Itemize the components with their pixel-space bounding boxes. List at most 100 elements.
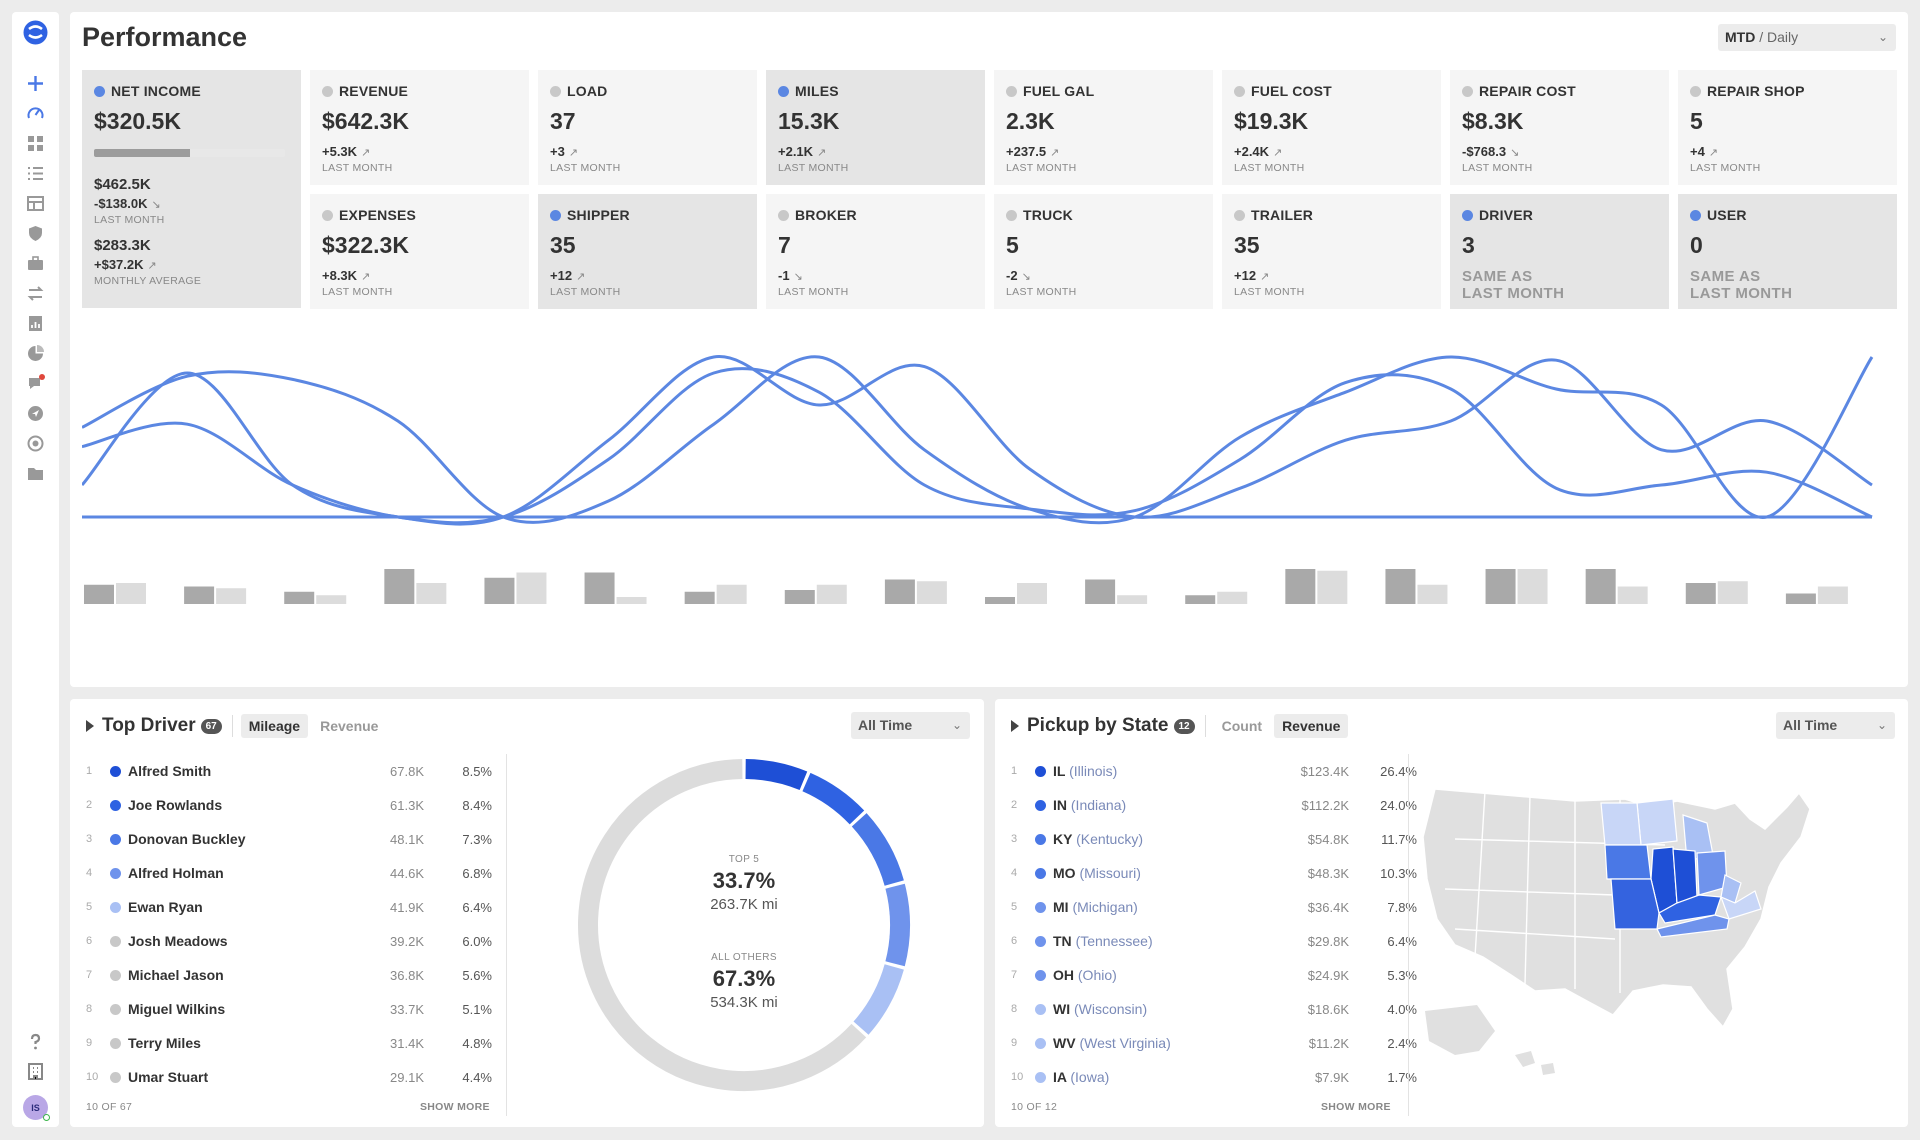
list-item[interactable]: 4 Alfred Holman 44.6K 6.8% [86,856,492,890]
bar [216,588,247,604]
tab-mileage[interactable]: Mileage [240,714,309,738]
briefcase-icon[interactable] [26,254,45,273]
kpi-card-revenue[interactable]: REVENUE $642.3K +5.3K ↗ LAST MONTH [310,70,529,185]
list-item[interactable]: 7 Michael Jason 36.8K 5.6% [86,958,492,992]
send-icon[interactable] [26,404,45,423]
kpi-card-miles[interactable]: MILES 15.3K +2.1K ↗ LAST MONTH [766,70,985,185]
bar [1817,586,1848,604]
state-code: IN [1053,797,1067,813]
donut-top-percent: 33.7% [712,868,776,893]
list-item[interactable]: 1 IL (Illinois) $123.4K 26.4% [1011,754,1417,788]
kpi-card-load[interactable]: LOAD 37 +3 ↗ LAST MONTH [538,70,757,185]
add-icon[interactable] [26,74,45,93]
trend-down-icon: ↘ [1510,147,1520,159]
show-more-link[interactable]: SHOW MORE [1321,1101,1391,1113]
table-icon[interactable] [26,194,45,213]
list-item[interactable]: 1 Alfred Smith 67.8K 8.5% [86,754,492,788]
row-value: 61.3K [390,797,424,813]
kpi-card-fuel-cost[interactable]: FUEL COST $19.3K +2.4K ↗ LAST MONTH [1222,70,1441,185]
list-item[interactable]: 2 IN (Indiana) $112.2K 24.0% [1011,788,1417,822]
avatar[interactable]: IS [23,1095,50,1121]
kpi-indicator-dot [94,85,105,97]
state-virginia [1719,890,1762,920]
chevron-down-icon: ⌄ [1877,30,1888,44]
kpi-sub-label: LAST MONTH [1234,286,1305,298]
list-item[interactable]: 6 Josh Meadows 39.2K 6.0% [86,924,492,958]
shield-icon[interactable] [26,224,45,243]
time-filter-select[interactable]: All Time ⌄ [851,712,970,739]
kpi-last-month: LAST MONTH [1690,285,1793,302]
time-filter-value: All Time [1783,717,1838,733]
kpi-card-net-income[interactable]: NET INCOME $320.5K $462.5K -$138.0K ↘ LAS… [82,70,301,308]
list-item[interactable]: 7 OH (Ohio) $24.9K 5.3% [1011,958,1417,992]
kpi-delta: +12 [1234,268,1257,283]
kpi-card-fuel-gal[interactable]: FUEL GAL 2.3K +237.5 ↗ LAST MONTH [994,70,1213,185]
last-month-delta: -$138.0K [94,196,148,211]
kpi-card-repair-cost[interactable]: REPAIR COST $8.3K -$768.3 ↘ LAST MONTH [1450,70,1669,185]
row-percent: 6.4% [1387,933,1417,949]
report-icon[interactable] [26,314,45,333]
rank-number: 4 [86,867,93,879]
tab-revenue[interactable]: Revenue [1274,714,1349,738]
kpi-sub-label: LAST MONTH [778,162,849,174]
list-item[interactable]: 10 IA (Iowa) $7.9K 1.7% [1011,1060,1417,1094]
kpi-indicator-dot [1234,85,1245,97]
donut-slice-5 [853,964,904,1035]
row-value: $29.8K [1307,933,1349,949]
state-name: OH (Ohio) [1053,967,1279,983]
state-wisconsin [1636,798,1678,846]
tab-revenue[interactable]: Revenue [320,718,379,734]
kpi-card-shipper[interactable]: SHIPPER 35 +12 ↗ LAST MONTH [538,194,757,309]
chat-icon[interactable] [26,374,45,393]
list-item[interactable]: 2 Joe Rowlands 61.3K 8.4% [86,788,492,822]
tab-count[interactable]: Count [1221,718,1263,734]
driver-name: Umar Stuart [128,1069,209,1085]
grid-icon[interactable] [26,134,45,153]
state-indiana [1672,848,1698,904]
range-select[interactable]: MTD / Daily ⌄ [1718,24,1896,51]
bar [616,597,647,604]
dashboard-icon[interactable] [26,104,45,123]
folder-icon[interactable] [26,464,45,483]
list-item[interactable]: 9 Terry Miles 31.4K 4.8% [86,1026,492,1060]
kpi-card-user[interactable]: USER 0 SAME AS LAST MONTH [1678,194,1897,309]
state-code: IA [1053,1069,1067,1085]
kpi-card-expenses[interactable]: EXPENSES $322.3K +8.3K ↗ LAST MONTH [310,194,529,309]
list-item[interactable]: 5 Ewan Ryan 41.9K 6.4% [86,890,492,924]
list-item[interactable]: 8 WI (Wisconsin) $18.6K 4.0% [1011,992,1417,1026]
pickup-by-state-panel: Pickup by State 12 Count Revenue All Tim… [995,699,1908,1127]
kpi-card-trailer[interactable]: TRAILER 35 +12 ↗ LAST MONTH [1222,194,1441,309]
show-more-link[interactable]: SHOW MORE [420,1101,490,1113]
kpi-delta: +4 [1690,144,1705,159]
state-code: KY [1053,831,1073,847]
kpi-value: 37 [550,108,576,134]
rank-number: 10 [1011,1071,1024,1083]
color-dot [110,935,121,947]
time-filter-select[interactable]: All Time ⌄ [1776,712,1895,739]
color-dot [1035,799,1046,811]
list-item[interactable]: 8 Miguel Wilkins 33.7K 5.1% [86,992,492,1026]
kpi-label: FUEL GAL [1023,83,1095,99]
location-icon[interactable] [26,434,45,453]
kpi-card-driver[interactable]: DRIVER 3 SAME AS LAST MONTH [1450,194,1669,309]
app-logo-icon[interactable] [23,20,48,45]
building-icon[interactable] [26,1062,45,1081]
trend-up-icon: ↗ [817,147,827,159]
list-item[interactable]: 3 KY (Kentucky) $54.8K 11.7% [1011,822,1417,856]
list-item[interactable]: 9 WV (West Virginia) $11.2K 2.4% [1011,1026,1417,1060]
list-item[interactable]: 5 MI (Michigan) $36.4K 7.8% [1011,890,1417,924]
line-series-1 [82,355,1874,525]
kpi-card-truck[interactable]: TRUCK 5 -2 ↘ LAST MONTH [994,194,1213,309]
help-icon[interactable] [26,1032,45,1051]
pie-chart-icon[interactable] [26,344,45,363]
kpi-card-repair-shop[interactable]: REPAIR SHOP 5 +4 ↗ LAST MONTH [1678,70,1897,185]
collapse-triangle-icon[interactable] [1011,720,1019,732]
list-item[interactable]: 6 TN (Tennessee) $29.8K 6.4% [1011,924,1417,958]
collapse-triangle-icon[interactable] [86,720,94,732]
list-item[interactable]: 3 Donovan Buckley 48.1K 7.3% [86,822,492,856]
exchange-icon[interactable] [26,284,45,303]
kpi-card-broker[interactable]: BROKER 7 -1 ↘ LAST MONTH [766,194,985,309]
list-item[interactable]: 4 MO (Missouri) $48.3K 10.3% [1011,856,1417,890]
list-icon[interactable] [26,164,45,183]
list-item[interactable]: 10 Umar Stuart 29.1K 4.4% [86,1060,492,1094]
